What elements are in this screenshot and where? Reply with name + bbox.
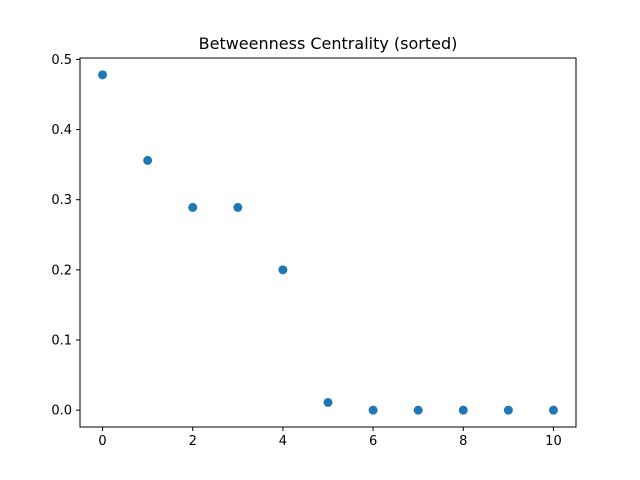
data-point [98,70,108,80]
y-tick-label: 0.2 [51,263,72,278]
x-tick-label: 8 [459,434,467,449]
data-point [458,405,468,415]
y-tick-label: 0.0 [51,404,72,419]
data-point [548,405,558,415]
chart-title: Betweenness Centrality (sorted) [199,34,458,53]
data-point [368,405,378,415]
y-tick-label: 0.3 [51,193,72,208]
data-point [503,405,513,415]
data-point [233,202,243,212]
plot-area-frame [79,57,577,428]
x-tick-label: 2 [189,434,197,449]
x-tick-label: 6 [369,434,377,449]
x-tick-label: 4 [279,434,287,449]
data-points [98,70,558,415]
data-point [143,155,153,165]
axis-ticks: 0 2 4 6 8 10 0.0 0.1 0.2 0.3 0.4 0.5 [51,53,561,449]
x-tick-label: 0 [98,434,106,449]
y-tick-label: 0.5 [51,53,72,68]
data-point [413,405,423,415]
y-tick-label: 0.4 [51,123,72,138]
data-point [188,202,198,212]
data-point [278,265,288,275]
y-tick-label: 0.1 [51,334,72,349]
x-tick-label: 10 [545,434,562,449]
data-point [323,397,333,407]
